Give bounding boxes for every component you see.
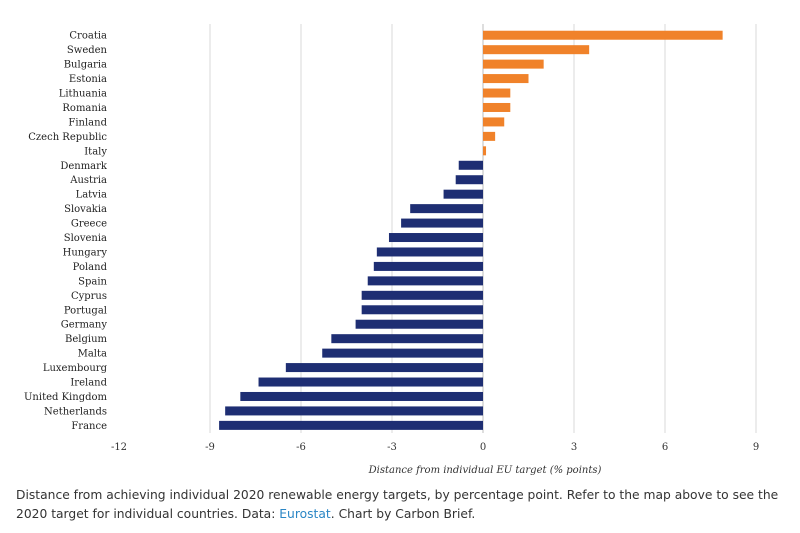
x-tick-label: -6 [296, 442, 306, 453]
bar-latvia [443, 189, 483, 199]
category-label: Netherlands [44, 406, 107, 417]
category-label: Estonia [69, 74, 107, 85]
x-tick-label: 9 [753, 442, 759, 453]
category-label: Greece [71, 219, 107, 230]
category-label: Austria [69, 175, 107, 186]
bar-malta [322, 348, 483, 358]
category-label: Poland [73, 262, 108, 273]
category-label: Finland [68, 117, 107, 128]
category-label: Spain [78, 276, 107, 287]
category-label: Bulgaria [64, 60, 107, 71]
x-tick-label: -12 [111, 442, 127, 453]
category-label: France [71, 421, 107, 432]
category-label: Malta [78, 349, 107, 360]
category-label: Croatia [69, 31, 107, 42]
category-label: Portugal [64, 305, 107, 316]
bar-slovenia [388, 233, 483, 243]
category-label: Romania [62, 103, 107, 114]
x-tick-label: 3 [571, 442, 577, 453]
bar-spain [367, 276, 483, 286]
category-labels: Croatia Sweden Bulgaria Estonia Lithuania Rom… [24, 31, 108, 432]
bar-hungary [376, 247, 483, 257]
bar-estonia [483, 74, 529, 84]
bar-chart: Croatia Sweden Bulgaria Estonia Lithuania Rom… [24, 24, 759, 476]
bar-netherlands [225, 406, 483, 416]
bar-italy [483, 146, 487, 156]
bar-sweden [483, 45, 590, 55]
x-tick-label: 6 [662, 442, 668, 453]
figure-caption: Distance from achieving individual 2020 … [16, 486, 791, 524]
bar-belgium [331, 334, 483, 344]
bar-luxembourg [285, 363, 483, 373]
category-label: Denmark [60, 161, 108, 172]
category-label: Czech Republic [28, 132, 107, 143]
category-label: Germany [61, 320, 108, 331]
x-tick-label: 0 [480, 442, 486, 453]
category-label: Latvia [76, 190, 107, 201]
bar-lithuania [483, 88, 511, 98]
category-label: Lithuania [59, 89, 107, 100]
bar-finland [483, 117, 505, 127]
x-tick-label: -3 [387, 442, 397, 453]
category-label: Belgium [65, 334, 108, 345]
bar-france [219, 420, 483, 430]
bar-croatia [483, 30, 723, 40]
x-axis-title: Distance from individual EU target (% po… [368, 465, 602, 476]
category-label: Cyprus [71, 291, 107, 302]
caption-text: Distance from achieving individual 2020 … [16, 488, 779, 521]
bar-united-kingdom [240, 391, 483, 401]
category-label: Slovenia [64, 233, 107, 244]
x-tick-label: -9 [205, 442, 215, 453]
category-label: Luxembourg [43, 363, 108, 374]
category-label: United Kingdom [24, 392, 108, 403]
bar-denmark [458, 160, 483, 170]
bar-romania [483, 102, 511, 112]
bar-bulgaria [483, 59, 544, 69]
x-tick-labels: -12 -9 -6 -3 0 3 6 9 [111, 442, 759, 453]
bar-czech-republic [483, 131, 496, 141]
category-label: Sweden [67, 45, 108, 56]
bar-portugal [361, 305, 483, 315]
bar-slovakia [410, 204, 483, 214]
bars [219, 30, 723, 430]
bar-poland [373, 261, 483, 271]
bar-ireland [258, 377, 483, 387]
caption-credit: . Chart by Carbon Brief. [330, 507, 476, 521]
bar-cyprus [361, 290, 483, 300]
category-label: Slovakia [64, 204, 107, 215]
category-label: Italy [84, 146, 107, 157]
eurostat-link[interactable]: Eurostat [279, 507, 331, 521]
bar-germany [355, 319, 483, 329]
category-label: Ireland [70, 378, 107, 389]
bar-greece [401, 218, 483, 228]
bar-austria [455, 175, 483, 185]
category-label: Hungary [63, 247, 108, 258]
